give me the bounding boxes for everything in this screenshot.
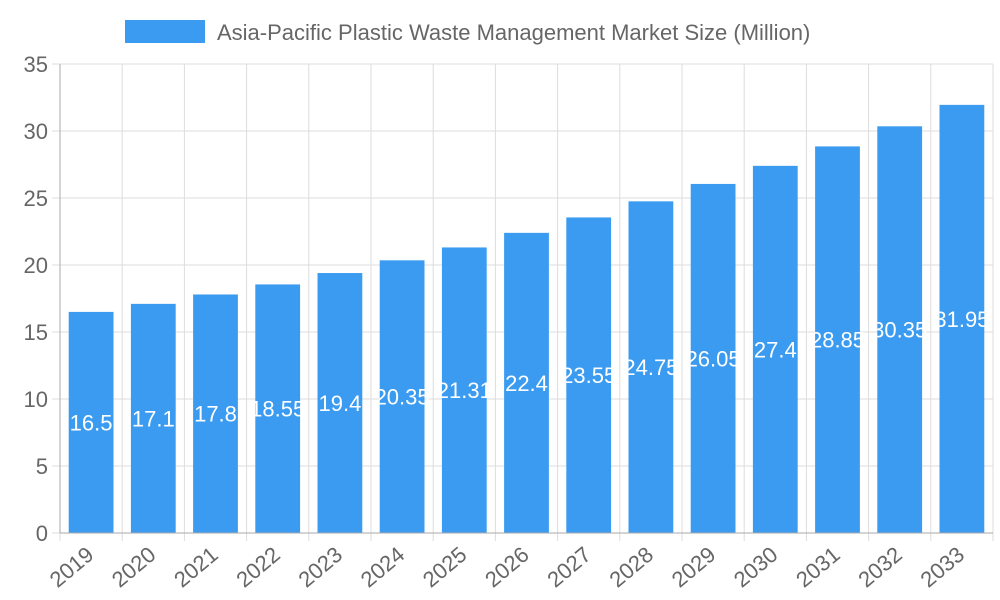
y-tick-label: 15 [24,320,48,345]
data-label: 27.4 [754,337,797,362]
bar [379,260,425,533]
bar [504,232,549,533]
data-label: 30.35 [872,318,927,343]
y-tick-label: 30 [24,119,48,144]
y-tick-label: 5 [36,454,48,479]
data-label: 16.5 [70,410,113,435]
x-tick-label: 2028 [605,542,659,593]
data-label: 17.1 [132,406,175,431]
y-tick-label: 0 [36,521,48,546]
data-label: 21.31 [437,378,492,403]
data-label: 20.35 [375,385,430,410]
x-tick-label: 2029 [667,542,721,593]
x-tick-label: 2025 [418,542,472,593]
bar [68,311,114,533]
bar [690,183,736,533]
bar [877,126,923,533]
bar [317,273,363,533]
data-label: 26.05 [686,346,741,371]
x-tick-label: 2030 [729,542,783,593]
bar [130,303,176,533]
data-label: 24.75 [623,355,678,380]
x-tick-label: 2021 [169,542,223,593]
bar [628,201,674,533]
x-tick-label: 2032 [853,542,907,593]
y-tick-label: 10 [24,387,48,412]
legend[interactable]: Asia-Pacific Plastic Waste Management Ma… [125,20,810,45]
x-tick-label: 2020 [107,542,161,593]
data-label: 19.4 [318,391,361,416]
x-tick-label: 2024 [356,542,410,593]
data-label: 22.4 [505,371,548,396]
bar [939,104,985,534]
x-tick-label: 2031 [791,542,845,593]
legend-label: Asia-Pacific Plastic Waste Management Ma… [217,20,810,45]
data-label: 28.85 [810,328,865,353]
bar [566,217,612,533]
bar [752,165,798,533]
x-tick-label: 2026 [480,542,534,593]
data-label: 23.55 [561,363,616,388]
x-tick-label: 2023 [294,542,348,593]
x-tick-label: 2033 [916,542,970,593]
y-tick-label: 25 [24,186,48,211]
data-label: 17.8 [194,402,237,427]
data-label: 31.95 [934,307,989,332]
x-tick-label: 2022 [231,542,285,593]
y-tick-label: 20 [24,253,48,278]
x-tick-label: 2027 [542,542,596,593]
bar [255,284,301,533]
y-tick-label: 35 [24,52,48,77]
bar [441,247,487,534]
legend-swatch [125,20,205,43]
bar [815,146,860,533]
x-tick-label: 2019 [45,542,99,593]
bar [193,294,238,533]
data-label: 18.55 [250,397,305,422]
